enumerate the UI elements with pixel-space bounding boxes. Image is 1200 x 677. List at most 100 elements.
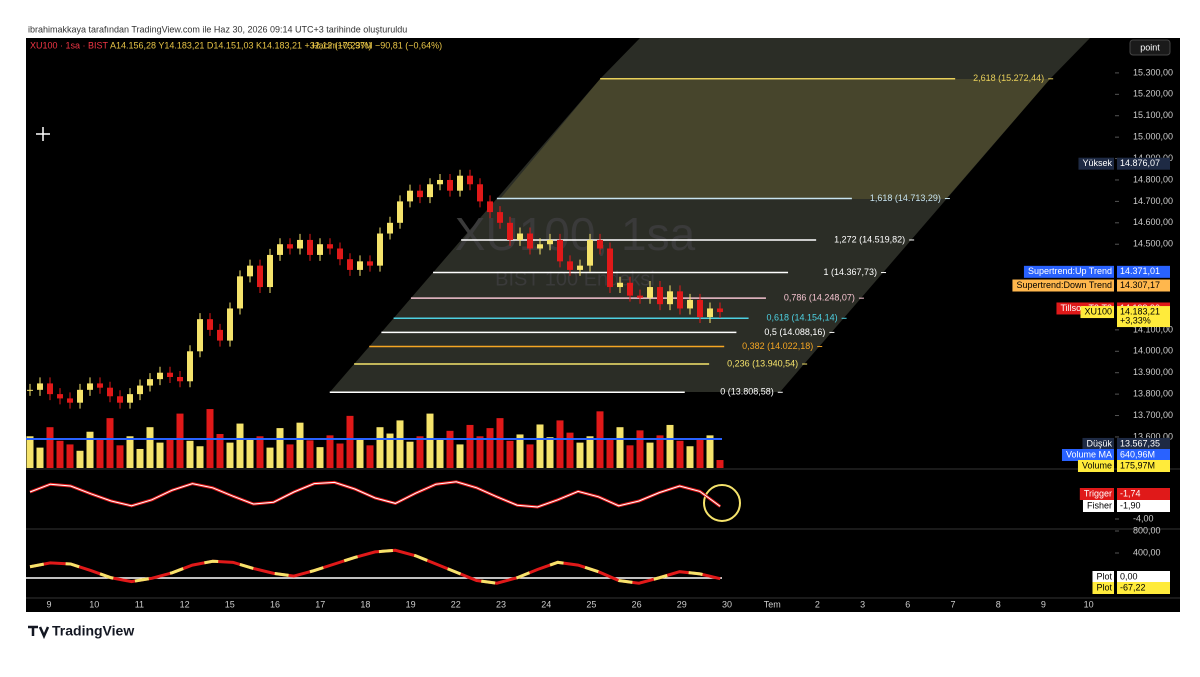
volume-bar xyxy=(516,434,524,468)
fib-label: 0,618 (14.154,14) xyxy=(767,313,838,323)
label-value-box xyxy=(1117,437,1170,450)
candle xyxy=(187,351,193,382)
volume-bar xyxy=(536,424,544,468)
y-tick-label: 13.900,00 xyxy=(1133,367,1173,377)
label-name: Fisher xyxy=(1087,500,1112,510)
label-value-box xyxy=(1117,265,1170,278)
label-name-box xyxy=(1092,571,1114,583)
y-tick-label: 14.500,00 xyxy=(1133,239,1173,249)
candle xyxy=(687,299,693,309)
candle xyxy=(247,265,253,277)
label-name: Volume MA xyxy=(1066,449,1112,459)
volume-bar xyxy=(226,442,234,468)
fib-label: 1,272 (14.519,82) xyxy=(834,234,905,244)
fib-label: 0 (13.808,58) xyxy=(720,387,774,397)
candle xyxy=(127,394,133,403)
fib-channel xyxy=(330,79,1050,392)
volume-bar xyxy=(326,435,334,468)
x-tick-label: 19 xyxy=(406,599,416,609)
fib-label: 0,5 (14.088,16) xyxy=(764,327,825,337)
volume-bar xyxy=(96,438,104,468)
fib-zone xyxy=(500,79,1050,199)
volume-bar xyxy=(236,423,244,468)
label-value-box xyxy=(1117,488,1170,500)
label-value-box xyxy=(1117,571,1170,583)
y-tick-label: 14.000,00 xyxy=(1133,346,1173,356)
candle xyxy=(297,239,303,249)
volume-bar xyxy=(716,460,724,468)
x-tick-label: 11 xyxy=(135,599,144,609)
label-value: -67,22 xyxy=(1120,582,1146,592)
candle xyxy=(387,222,393,234)
caption: ibrahimakkaya tarafından TradingView.com… xyxy=(28,24,407,34)
volume-bar xyxy=(66,444,74,468)
candle xyxy=(557,239,563,262)
x-tick-label: Tem xyxy=(764,599,781,609)
fisher-line xyxy=(29,481,721,508)
x-tick-label: 12 xyxy=(180,599,190,609)
candle xyxy=(547,239,553,245)
volume-bar xyxy=(196,446,204,468)
y-tick-label: 15.000,00 xyxy=(1133,132,1173,142)
candle xyxy=(577,265,583,270)
label-value-box xyxy=(1117,582,1170,594)
volume-bar xyxy=(406,441,414,468)
x-tick-label: 24 xyxy=(541,599,551,609)
logo xyxy=(28,625,50,640)
candle xyxy=(27,389,33,391)
x-tick-label: 23 xyxy=(496,599,506,609)
label-name-box xyxy=(1012,279,1114,292)
candle xyxy=(117,396,123,403)
label-name-box xyxy=(1077,460,1114,472)
x-tick-label: 2 xyxy=(815,599,820,609)
volume-bar xyxy=(56,440,64,468)
candle xyxy=(647,287,653,298)
candle xyxy=(357,261,363,270)
candle xyxy=(207,319,213,330)
volume-bar xyxy=(576,442,584,468)
y-tick-label: 15.200,00 xyxy=(1133,89,1173,99)
label-name-box xyxy=(1092,582,1114,594)
candle xyxy=(407,190,413,202)
volume-bar xyxy=(706,435,714,468)
candle xyxy=(77,389,83,403)
volume-bar xyxy=(586,436,594,468)
point-button[interactable] xyxy=(1129,39,1171,56)
volume-bar xyxy=(426,413,434,468)
volume-bar xyxy=(636,430,644,468)
label-value-box xyxy=(1117,460,1170,472)
x-tick-label: 9 xyxy=(1041,599,1046,609)
volume-bar xyxy=(306,440,314,468)
volume-bar xyxy=(526,444,534,468)
label-name-box xyxy=(1078,157,1114,170)
volume-bar xyxy=(276,428,284,468)
volume-bar xyxy=(696,438,704,468)
volume-bar xyxy=(86,431,94,468)
point-button-label[interactable]: point xyxy=(1140,42,1160,52)
label-value: 13.567,35 xyxy=(1120,438,1160,448)
x-tick-label: 18 xyxy=(360,599,370,609)
volume-bar xyxy=(566,432,574,468)
volume-bar xyxy=(506,440,514,468)
candle xyxy=(87,383,93,390)
volume-bar xyxy=(686,446,694,468)
volume-bar xyxy=(266,447,274,468)
x-tick-label: 15 xyxy=(225,599,235,609)
volume-bar xyxy=(466,424,474,468)
brand: TradingView xyxy=(52,623,134,639)
label-name: Volume xyxy=(1082,460,1112,470)
chart-area xyxy=(26,38,1180,612)
candle xyxy=(97,383,103,388)
candle xyxy=(437,179,443,185)
candle xyxy=(677,291,683,309)
candle xyxy=(427,184,433,198)
volume-bar xyxy=(76,450,84,468)
fib-label: 0,382 (14.022,18) xyxy=(742,341,813,351)
candle xyxy=(157,372,163,380)
label-name: XU100 xyxy=(1084,306,1112,316)
label-value-box xyxy=(1117,500,1170,512)
x-tick-label: 8 xyxy=(996,599,1001,609)
candle xyxy=(667,291,673,305)
candle xyxy=(497,212,503,223)
